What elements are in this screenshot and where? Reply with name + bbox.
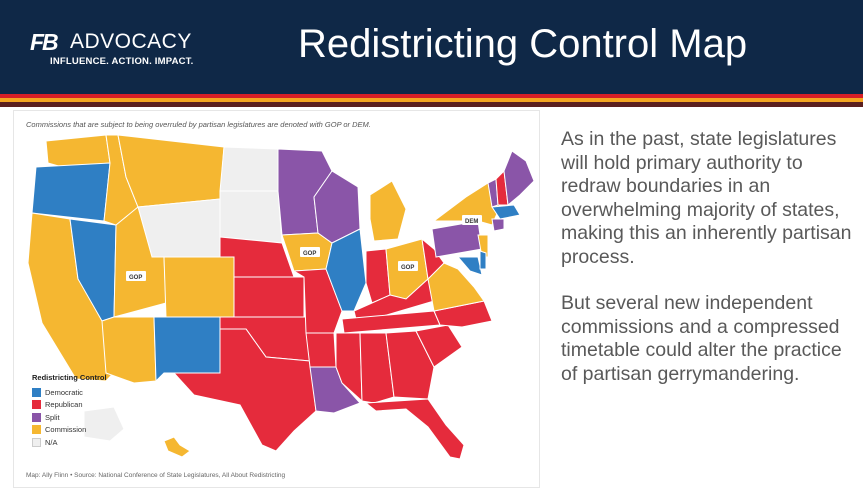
state-washington[interactable] [45,134,111,168]
legend-swatch [32,412,41,422]
state-hawaii[interactable] [163,436,191,458]
state-west-virginia[interactable] [421,237,445,281]
maroon-stripe [0,102,863,107]
red-stripe [0,94,863,98]
state-mississippi[interactable] [335,332,363,403]
state-florida[interactable] [364,398,465,460]
body-paragraph-1: As in the past, state legislatures will … [561,128,852,268]
legend-item-commission: Commission [32,424,132,437]
legend-item-na: N/A [32,436,132,449]
logo-mark: FB [30,29,59,55]
state-alabama[interactable] [359,332,395,404]
state-massachusetts[interactable] [491,204,521,220]
body-paragraph-2: But several new independent commissions … [561,292,842,385]
state-north-dakota[interactable] [219,146,279,192]
legend-swatch [32,425,41,435]
us-redistricting-map: GOP GOP GOP DEM [27,134,535,460]
new-york-label-box [462,215,482,225]
map-source-credit: Map: Ally Flinn • Source: National Confe… [26,472,286,479]
state-colorado[interactable] [163,256,235,318]
state-maryland[interactable] [456,256,483,276]
legend-item-democratic: Democratic [32,386,132,399]
utah-label-box [126,271,146,281]
state-wyoming[interactable] [137,198,221,258]
iowa-label-box [300,247,320,257]
state-texas[interactable] [172,328,317,452]
legend-label: N/A [45,437,58,447]
map-panel: Commissions that are subject to being ov… [13,110,540,488]
legend-item-republican: Republican [32,399,132,412]
legend-swatch [32,437,41,447]
state-pennsylvania[interactable] [431,220,483,258]
legend-label: Split [45,412,60,422]
legend-title: Redistricting Control [32,373,107,382]
state-delaware[interactable] [479,250,487,270]
legend-swatch [32,400,41,410]
state-south-carolina[interactable] [415,324,463,368]
legend-label: Democratic [45,387,83,397]
state-alaska[interactable] [83,406,125,442]
state-oregon[interactable] [31,162,111,222]
state-south-dakota[interactable] [219,190,283,244]
header-banner: FB ADVOCACY INFLUENCE. ACTION. IMPACT. R… [0,0,863,94]
state-maine[interactable] [503,150,535,206]
state-arkansas[interactable] [305,332,337,368]
state-new-jersey[interactable] [477,234,489,258]
state-connecticut[interactable] [491,218,505,232]
legend-label: Commission [45,425,87,435]
state-new-mexico[interactable] [153,316,221,383]
legend-label: Republican [45,400,83,410]
iowa-label: GOP [303,251,316,257]
legend-swatch [32,387,41,397]
state-kansas[interactable] [233,276,305,318]
map-annotations: GOP GOP GOP DEM [126,215,482,281]
legend-item-split: Split [32,411,132,424]
state-michigan[interactable] [369,180,407,242]
fb-advocacy-logo[interactable]: FB ADVOCACY INFLUENCE. ACTION. IMPACT. [30,28,210,70]
state-georgia[interactable] [385,330,435,400]
map-caption: Commissions that are subject to being ov… [26,120,371,129]
utah-label: GOP [129,275,142,281]
logo-wordmark: ADVOCACY [70,30,192,53]
state-montana[interactable] [117,134,225,208]
slide-title: Redistricting Control Map [298,22,748,66]
gold-stripe [0,98,863,102]
accent-stripes [0,94,863,107]
body-text: As in the past, state legislatures will … [561,128,861,409]
logo-tagline: INFLUENCE. ACTION. IMPACT. [50,56,194,67]
ohio-label-box [398,261,418,271]
ohio-label: GOP [401,265,414,271]
new-york-label: DEM [465,219,478,225]
map-legend: Redistricting Control Democratic Republi… [32,373,132,449]
